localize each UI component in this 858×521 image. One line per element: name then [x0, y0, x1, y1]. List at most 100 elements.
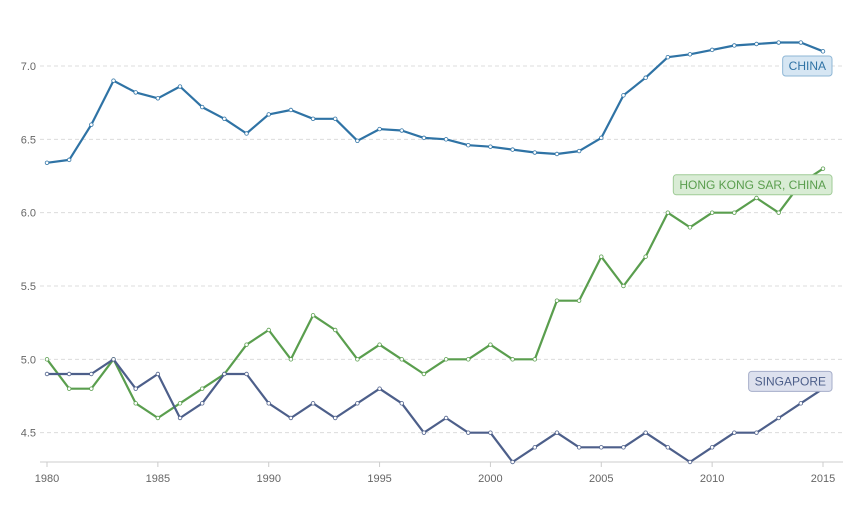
data-point	[443, 357, 449, 362]
label-text: SINGAPORE	[755, 374, 826, 388]
data-point	[66, 157, 72, 163]
data-point	[709, 47, 715, 53]
data-point	[466, 430, 471, 435]
data-point	[732, 210, 737, 215]
data-point	[333, 116, 338, 121]
data-point	[44, 160, 50, 165]
data-point	[199, 104, 205, 110]
data-point	[66, 386, 72, 391]
data-point	[244, 342, 249, 347]
data-point	[44, 371, 50, 377]
data-point	[466, 142, 471, 148]
data-point	[288, 357, 294, 362]
data-point	[709, 210, 715, 215]
data-point	[288, 415, 294, 421]
x-tick-label: 1995	[367, 473, 391, 485]
series-line-singapore	[45, 358, 825, 464]
data-point	[133, 401, 138, 406]
data-point	[621, 445, 626, 450]
data-point	[554, 430, 560, 435]
data-point	[643, 254, 648, 259]
data-point	[665, 55, 670, 60]
data-point	[732, 43, 737, 48]
series-line-china	[45, 41, 825, 164]
data-point	[355, 401, 360, 406]
data-point	[621, 283, 626, 289]
label-box	[672, 174, 833, 196]
y-tick-label: 5.5	[21, 281, 36, 293]
data-point	[266, 327, 271, 333]
x-tick-label: 1980	[35, 473, 59, 485]
data-point	[754, 430, 759, 435]
series-labels: CHINA HONG KONG SAR, CHINA SINGAPORE	[672, 55, 833, 392]
data-point	[621, 93, 626, 98]
data-point	[377, 342, 382, 347]
data-point	[421, 430, 427, 435]
data-point	[155, 371, 161, 377]
data-point	[798, 401, 804, 406]
y-tick-label: 5.0	[21, 354, 36, 366]
data-point	[244, 131, 249, 136]
data-point	[643, 430, 648, 435]
data-point	[776, 415, 781, 421]
series-line-hong-kong-sar-china	[45, 167, 825, 420]
data-point	[599, 135, 604, 141]
data-point	[177, 401, 183, 406]
data-point	[488, 144, 493, 149]
data-point	[554, 151, 560, 157]
y-tick-label: 7.0	[21, 61, 36, 73]
data-point	[155, 415, 161, 421]
data-point	[687, 459, 693, 465]
y-tick-label: 6.0	[21, 208, 36, 220]
label-singapore: SINGAPORE	[748, 370, 833, 392]
data-point	[599, 445, 604, 450]
data-point	[310, 116, 316, 121]
data-point	[288, 107, 294, 113]
data-point	[576, 148, 582, 154]
x-tick-label: 2000	[478, 473, 502, 485]
data-point	[709, 445, 715, 450]
data-point	[199, 401, 205, 406]
data-point	[399, 357, 404, 362]
data-point	[44, 357, 50, 362]
data-point	[510, 357, 515, 362]
data-point	[532, 357, 537, 362]
data-point	[133, 386, 138, 391]
data-point	[177, 84, 183, 89]
data-point	[732, 430, 737, 435]
data-point	[244, 371, 249, 377]
label-hong-kong-sar-china: HONG KONG SAR, CHINA	[672, 174, 833, 196]
data-point	[111, 78, 116, 83]
label-box	[748, 370, 833, 392]
data-point	[266, 401, 271, 406]
data-point	[510, 147, 515, 152]
data-point	[665, 210, 670, 215]
data-point	[776, 40, 781, 45]
data-point	[820, 166, 826, 171]
data-point	[665, 445, 670, 450]
data-point	[199, 386, 205, 391]
data-point	[355, 357, 360, 362]
data-point	[532, 445, 537, 450]
data-point	[266, 112, 271, 117]
data-point	[443, 137, 449, 142]
data-point	[333, 327, 338, 333]
x-tick-label: 2010	[700, 473, 724, 485]
data-point	[222, 371, 227, 377]
label-text: CHINA	[789, 59, 826, 73]
data-point	[820, 49, 826, 54]
data-point	[643, 75, 648, 80]
data-point	[776, 210, 781, 215]
data-point	[66, 371, 72, 377]
data-point	[687, 225, 693, 230]
data-point	[754, 41, 759, 47]
data-point	[177, 415, 183, 421]
data-point	[155, 96, 161, 101]
data-point	[466, 357, 471, 362]
y-axis-ticks: 4.5 5.0 5.5 6.0 6.5 7.0	[21, 61, 36, 440]
data-point	[554, 298, 560, 303]
data-point	[576, 298, 582, 303]
data-point	[222, 116, 227, 121]
data-point	[111, 357, 116, 362]
data-point	[532, 150, 537, 155]
